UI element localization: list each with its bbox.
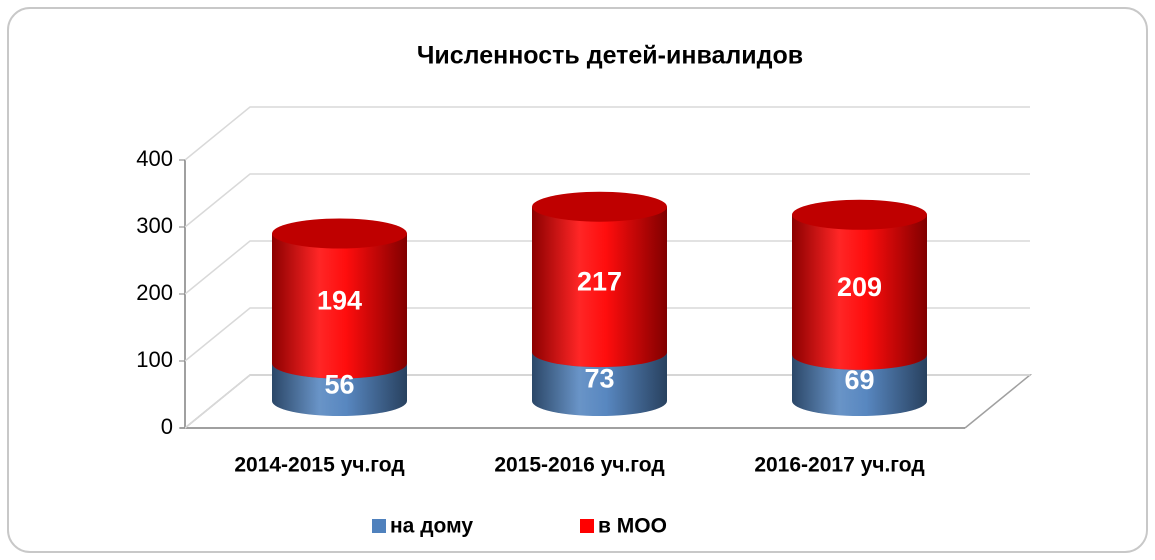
segment-body — [532, 352, 667, 417]
x-tick-label: 2015-2016 уч.год — [494, 454, 664, 477]
value-label: 194 — [317, 286, 362, 316]
value-label: 217 — [577, 267, 622, 297]
cylinder-segment — [532, 191, 667, 368]
segment-top — [792, 199, 927, 230]
value-label: 209 — [837, 272, 882, 302]
legend-label: на дому — [390, 515, 473, 538]
y-tick-label: 100 — [136, 347, 173, 372]
y-tick-label: 200 — [136, 280, 173, 305]
segment-body — [792, 214, 927, 370]
grid-line — [184, 106, 1030, 161]
value-label: 73 — [584, 364, 614, 394]
value-label: 56 — [324, 369, 354, 399]
legend-label: в МОО — [598, 515, 667, 538]
cylinder-segment — [272, 218, 407, 379]
chart-title: Численность детей-инвалидов — [417, 42, 803, 70]
segment-top — [532, 191, 667, 222]
grid-line — [184, 307, 1030, 362]
x-tick-label: 2014-2015 уч.год — [234, 454, 404, 477]
y-tick-label: 300 — [136, 213, 173, 238]
segment-body — [272, 363, 407, 417]
segment-body — [272, 233, 407, 379]
segment-body — [532, 206, 667, 368]
grid-line — [184, 240, 1030, 295]
grid-line — [184, 374, 1030, 429]
legend-swatch — [580, 519, 594, 533]
y-tick-label: 0 — [161, 414, 173, 439]
segment-body — [792, 354, 927, 416]
segment-top — [272, 218, 407, 249]
y-tick-label: 400 — [136, 146, 173, 171]
cylinder-segment — [792, 199, 927, 370]
x-tick-label: 2016-2017 уч.год — [754, 454, 924, 477]
grid-line — [184, 173, 1030, 228]
legend-swatch — [372, 519, 386, 533]
value-label: 69 — [844, 365, 874, 395]
